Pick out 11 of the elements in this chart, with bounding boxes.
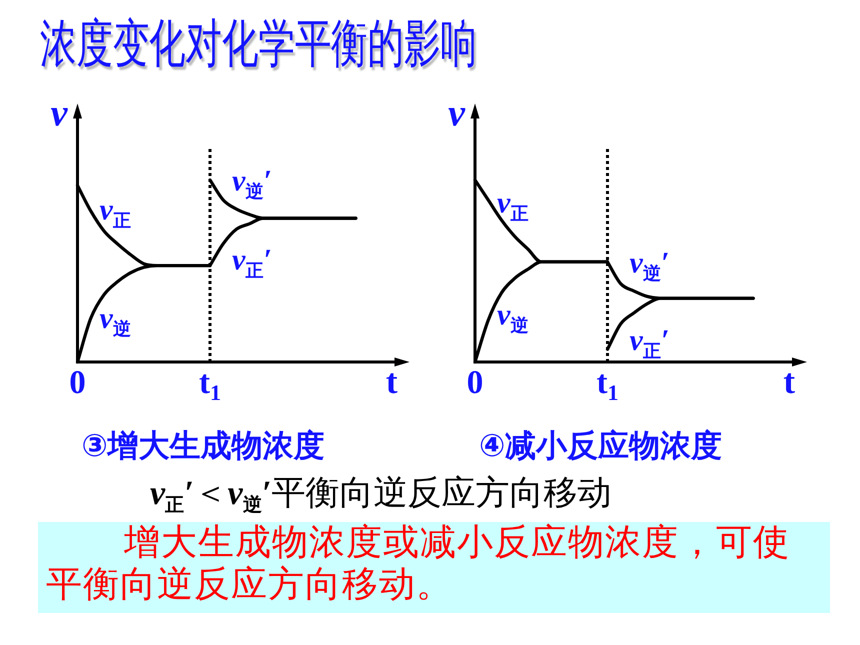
- text: 浓度变化对化学平衡的影响: [40, 14, 477, 74]
- x-tick-label: 0: [69, 365, 86, 401]
- x-axis-title: t: [783, 362, 796, 401]
- y-axis-title: v: [448, 92, 466, 135]
- y-axis-title: v: [50, 92, 69, 135]
- text: 增大生成物浓度或减小反应物浓度，可使平衡向逆反应方向移动。: [46, 522, 791, 606]
- x-tick-label: 0: [466, 365, 484, 401]
- text: ③增大生成物浓度: [82, 428, 325, 464]
- text: v$_{正}$′＜v$_{逆}$′平衡向逆反应方向移动: [150, 473, 612, 516]
- text: ④减小反应物浓度: [479, 428, 722, 464]
- x-axis-title: t: [386, 362, 398, 401]
